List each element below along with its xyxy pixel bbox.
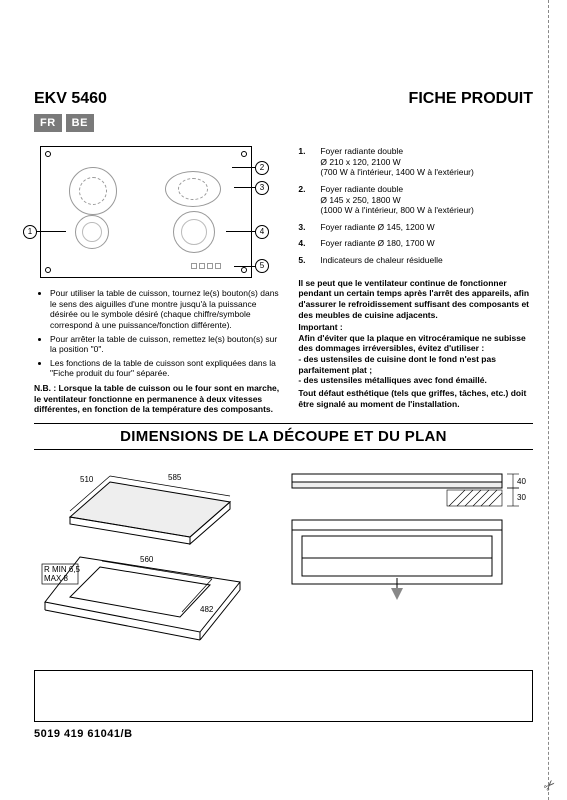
usage-bullets: Pour utiliser la table de cuisson, tourn… (34, 288, 280, 379)
callout-4: 4 (255, 225, 269, 239)
svg-text:585: 585 (168, 473, 182, 482)
svg-text:40: 40 (517, 477, 526, 486)
residual-heat-indicators (191, 263, 221, 269)
callout-2: 2 (255, 161, 269, 175)
cutout-diagram: 585 510 560 482 R MIN 6,5 MAX 8 (40, 462, 260, 642)
spec-text: Foyer radiante double Ø 145 x 250, 1800 … (320, 184, 533, 216)
avoid-item: - des ustensiles métalliques avec fond é… (298, 375, 533, 386)
left-column: 1 2 3 4 5 Pour utiliser la table de cuis… (34, 146, 280, 415)
lang-badge-fr: FR (34, 114, 62, 132)
spec-text: Foyer radiante double Ø 210 x 120, 2100 … (320, 146, 533, 178)
spec-num: 5. (298, 255, 314, 266)
nb-note: N.B. : Lorsque la table de cuisson ou le… (34, 383, 280, 415)
fan-note: Il se peut que le ventilateur continue d… (298, 278, 533, 321)
empty-box (34, 670, 533, 722)
spec-list: 1. Foyer radiante double Ø 210 x 120, 21… (298, 146, 533, 266)
important-label: Important : (298, 322, 533, 333)
hob-diagram: 1 2 3 4 5 (40, 146, 252, 278)
footer-code: 5019 419 61041/B (34, 728, 533, 740)
avoid-item: - des ustensiles de cuisine dont le fond… (298, 354, 533, 375)
spec-num: 4. (298, 238, 314, 249)
bullet-item: Pour arrêter la table de cuisson, remett… (50, 334, 280, 355)
lang-badge-be: BE (66, 114, 94, 132)
bullet-item: Les fonctions de la table de cuisson son… (50, 358, 280, 379)
spec-num: 2. (298, 184, 314, 216)
scissors-icon: ✂ (540, 775, 560, 795)
callout-5: 5 (255, 259, 269, 273)
cut-line (548, 0, 549, 800)
spec-text: Foyer radiante Ø 145, 1200 W (320, 222, 533, 233)
svg-text:510: 510 (80, 475, 94, 484)
language-badges: FR BE (34, 114, 533, 132)
callout-3: 3 (255, 181, 269, 195)
defect-note: Tout défaut esthétique (tels que griffes… (298, 388, 533, 409)
right-column: 1. Foyer radiante double Ø 210 x 120, 21… (298, 146, 533, 415)
spec-text: Indicateurs de chaleur résiduelle (320, 255, 533, 266)
svg-text:R MIN 6,5: R MIN 6,5 (44, 565, 81, 574)
spec-num: 3. (298, 222, 314, 233)
avoid-note: Afin d'éviter que la plaque en vitrocéra… (298, 333, 533, 354)
svg-text:482: 482 (200, 605, 214, 614)
spec-num: 1. (298, 146, 314, 178)
dimensions-heading: DIMENSIONS DE LA DÉCOUPE ET DU PLAN (34, 423, 533, 450)
callout-1: 1 (23, 225, 37, 239)
header: EKV 5460 FICHE PRODUIT (34, 90, 533, 108)
bullet-item: Pour utiliser la table de cuisson, tourn… (50, 288, 280, 331)
spec-text: Foyer radiante Ø 180, 1700 W (320, 238, 533, 249)
dimensions-figures: 585 510 560 482 R MIN 6,5 MAX 8 (34, 462, 533, 642)
svg-text:MAX 8: MAX 8 (44, 574, 69, 583)
svg-text:30: 30 (517, 493, 526, 502)
model-number: EKV 5460 (34, 90, 107, 108)
svg-text:560: 560 (140, 555, 154, 564)
side-elevation-diagram: 40 30 (287, 462, 527, 602)
page-title: FICHE PRODUIT (409, 90, 533, 108)
